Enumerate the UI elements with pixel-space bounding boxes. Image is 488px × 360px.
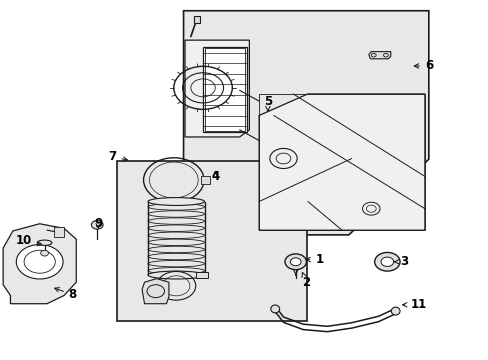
Circle shape: [380, 257, 393, 266]
Text: 10: 10: [16, 234, 41, 247]
Polygon shape: [3, 224, 76, 304]
Ellipse shape: [390, 307, 399, 315]
Polygon shape: [203, 47, 246, 132]
Bar: [200, 176, 210, 184]
Polygon shape: [368, 51, 390, 59]
Text: 8: 8: [55, 288, 77, 301]
Text: 3: 3: [394, 255, 408, 268]
Text: 1: 1: [305, 253, 323, 266]
Bar: [117, 161, 306, 320]
Text: 9: 9: [94, 217, 102, 230]
Text: 4: 4: [211, 170, 219, 183]
Bar: [204, 48, 245, 131]
Text: 7: 7: [108, 150, 127, 163]
Polygon shape: [142, 279, 168, 304]
Bar: [54, 227, 64, 237]
Ellipse shape: [270, 305, 279, 313]
Text: 5: 5: [263, 95, 271, 111]
Text: 2: 2: [301, 273, 309, 289]
Circle shape: [290, 258, 301, 266]
Circle shape: [374, 252, 399, 271]
Ellipse shape: [148, 198, 204, 206]
Ellipse shape: [37, 240, 52, 246]
Circle shape: [91, 221, 103, 229]
Circle shape: [285, 254, 306, 270]
Circle shape: [16, 244, 63, 279]
Polygon shape: [184, 40, 249, 137]
Polygon shape: [259, 94, 424, 230]
Circle shape: [41, 250, 48, 256]
Text: 11: 11: [402, 298, 426, 311]
Ellipse shape: [148, 271, 204, 279]
Bar: [193, 16, 199, 23]
Polygon shape: [195, 272, 207, 278]
Text: 6: 6: [413, 59, 432, 72]
Polygon shape: [183, 11, 428, 235]
